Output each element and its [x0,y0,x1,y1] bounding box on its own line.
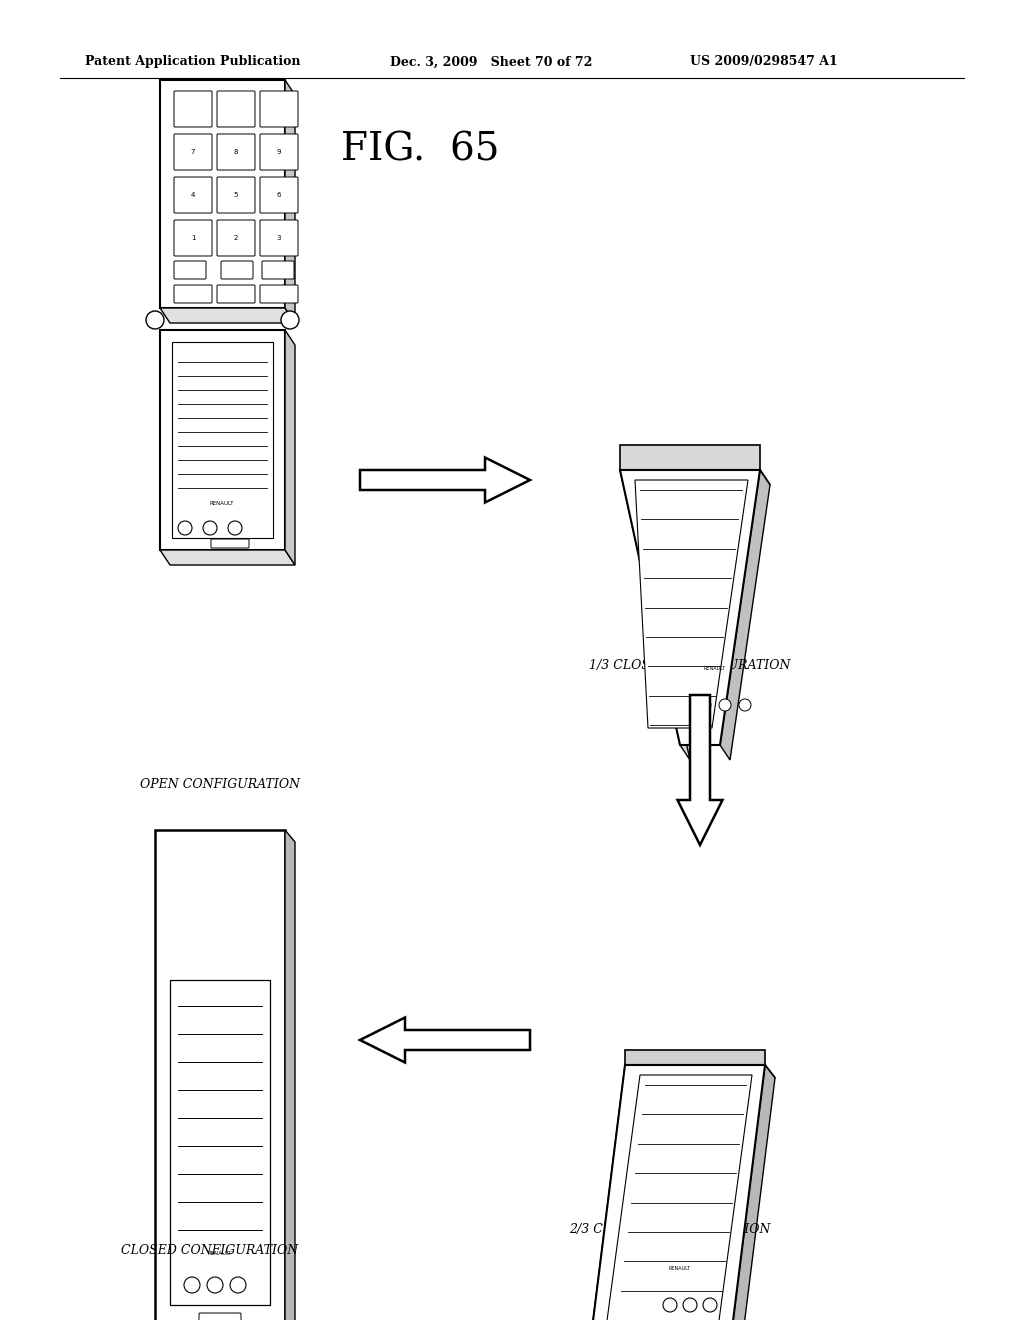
FancyBboxPatch shape [174,220,212,256]
FancyBboxPatch shape [174,177,212,213]
FancyBboxPatch shape [217,220,255,256]
Circle shape [739,700,751,711]
Polygon shape [620,470,690,760]
Polygon shape [620,445,760,470]
Circle shape [184,1276,200,1294]
Text: 3: 3 [276,235,282,242]
Text: OPEN CONFIGURATION: OPEN CONFIGURATION [140,779,300,792]
Circle shape [203,521,217,535]
Polygon shape [285,830,295,1320]
Polygon shape [730,1065,775,1320]
Circle shape [207,1276,223,1294]
Text: 1: 1 [190,235,196,242]
Polygon shape [285,330,295,565]
FancyBboxPatch shape [217,285,255,304]
Polygon shape [620,470,770,484]
Polygon shape [160,550,295,565]
Polygon shape [625,1049,765,1065]
FancyArrow shape [360,1018,530,1063]
FancyBboxPatch shape [217,177,255,213]
Text: 2: 2 [233,235,239,242]
FancyArrow shape [360,458,530,503]
Polygon shape [172,342,273,539]
FancyBboxPatch shape [174,285,212,304]
FancyBboxPatch shape [260,91,298,127]
FancyBboxPatch shape [221,261,253,279]
Polygon shape [625,1065,775,1078]
Circle shape [703,1298,717,1312]
Polygon shape [160,330,285,550]
Polygon shape [590,1065,635,1320]
Circle shape [228,521,242,535]
Text: 2/3 CLOSED CONFIGURATION: 2/3 CLOSED CONFIGURATION [569,1224,771,1237]
Text: 5: 5 [233,191,239,198]
FancyBboxPatch shape [262,261,294,279]
Circle shape [281,312,299,329]
Polygon shape [170,979,270,1305]
Polygon shape [720,470,770,760]
FancyBboxPatch shape [217,91,255,127]
Circle shape [683,1298,697,1312]
FancyBboxPatch shape [174,261,206,279]
Text: RENAULT: RENAULT [210,502,234,506]
Circle shape [146,312,164,329]
Text: Patent Application Publication: Patent Application Publication [85,55,300,69]
Text: RENAULT: RENAULT [208,1251,232,1257]
Polygon shape [620,470,760,744]
Text: CLOSED CONFIGURATION: CLOSED CONFIGURATION [122,1243,299,1257]
Text: Dec. 3, 2009   Sheet 70 of 72: Dec. 3, 2009 Sheet 70 of 72 [390,55,592,69]
FancyArrow shape [678,696,723,845]
Circle shape [699,700,711,711]
Text: RENAULT: RENAULT [703,667,726,671]
Text: RENAULT: RENAULT [669,1266,691,1271]
Text: 8: 8 [233,149,239,154]
Circle shape [230,1276,246,1294]
Polygon shape [590,1065,765,1320]
FancyBboxPatch shape [174,135,212,170]
Text: 7: 7 [190,149,196,154]
FancyBboxPatch shape [260,285,298,304]
Polygon shape [160,81,285,308]
FancyBboxPatch shape [199,1313,241,1320]
Text: FIG.  65: FIG. 65 [341,132,500,169]
FancyBboxPatch shape [260,177,298,213]
Text: US 2009/0298547 A1: US 2009/0298547 A1 [690,55,838,69]
Text: 9: 9 [276,149,282,154]
Polygon shape [606,1074,752,1320]
Text: 4: 4 [190,191,196,198]
FancyBboxPatch shape [174,91,212,127]
Text: 6: 6 [276,191,282,198]
Polygon shape [160,308,295,323]
FancyBboxPatch shape [260,220,298,256]
Circle shape [663,1298,677,1312]
FancyBboxPatch shape [211,539,249,548]
Circle shape [178,521,193,535]
Polygon shape [285,81,295,323]
Polygon shape [635,480,748,729]
Text: 1/3 CLOSED CONFIGURATION: 1/3 CLOSED CONFIGURATION [589,659,791,672]
Circle shape [719,700,731,711]
FancyBboxPatch shape [217,135,255,170]
Polygon shape [155,830,285,1320]
FancyBboxPatch shape [260,135,298,170]
